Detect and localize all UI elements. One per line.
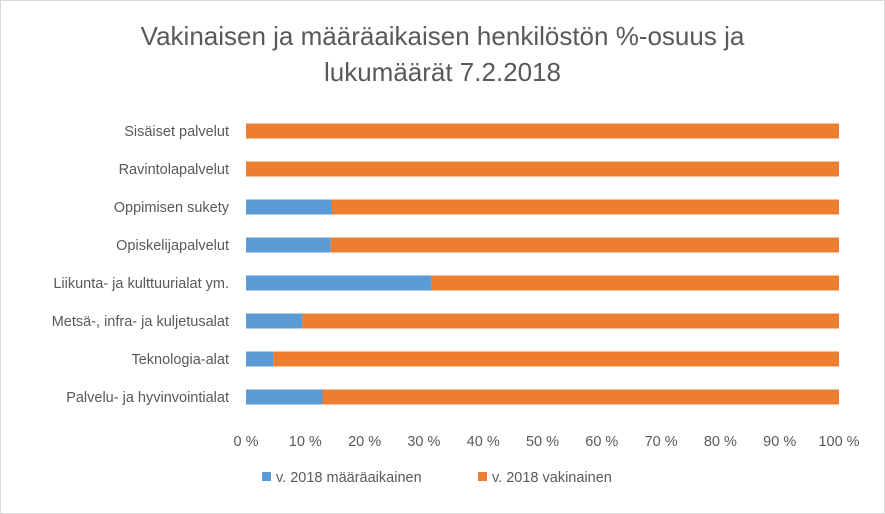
bar-vakinainen-0 bbox=[246, 123, 839, 139]
bar-vakinainen-3 bbox=[330, 237, 839, 253]
x-tick-label: 70 % bbox=[645, 434, 678, 450]
category-label: Teknologia-alat bbox=[131, 352, 229, 368]
x-tick-label: 60 % bbox=[585, 434, 618, 450]
bar-maaraaikainen-5 bbox=[246, 313, 303, 329]
bar-vakinainen-7 bbox=[322, 389, 839, 405]
x-tick-label: 0 % bbox=[234, 434, 259, 450]
legend-label-1: v. 2018 vakinainen bbox=[492, 470, 612, 486]
chart-title: Vakinaisen ja määräaikaisen henkilöstön … bbox=[0, 18, 885, 90]
x-tick-label: 40 % bbox=[467, 434, 500, 450]
bar-vakinainen-1 bbox=[246, 161, 839, 177]
x-tick-label: 20 % bbox=[348, 434, 381, 450]
legend-swatch-0 bbox=[262, 472, 271, 481]
x-tick-label: 10 % bbox=[289, 434, 322, 450]
bar-maaraaikainen-2 bbox=[246, 199, 332, 215]
chart-title-line-2: lukumäärät 7.2.2018 bbox=[323, 57, 562, 87]
x-tick-label: 100 % bbox=[818, 434, 859, 450]
bar-maaraaikainen-6 bbox=[246, 351, 274, 367]
category-label: Ravintolapalvelut bbox=[119, 162, 229, 178]
x-tick-label: 90 % bbox=[763, 434, 796, 450]
x-tick-label: 80 % bbox=[704, 434, 737, 450]
x-tick-label: 30 % bbox=[407, 434, 440, 450]
category-label: Liikunta- ja kulttuurialat ym. bbox=[53, 276, 229, 292]
category-label: Opiskelijapalvelut bbox=[116, 238, 229, 254]
category-label: Metsä-, infra- ja kuljetusalat bbox=[52, 314, 229, 330]
legend-swatch-1 bbox=[478, 472, 487, 481]
bar-vakinainen-2 bbox=[331, 199, 839, 215]
bar-maaraaikainen-4 bbox=[246, 275, 432, 291]
bar-maaraaikainen-3 bbox=[246, 237, 331, 253]
bar-maaraaikainen-7 bbox=[246, 389, 323, 405]
category-label: Palvelu- ja hyvinvointialat bbox=[66, 390, 229, 406]
chart-title-line-1: Vakinaisen ja määräaikaisen henkilöstön … bbox=[140, 21, 745, 51]
category-label: Sisäiset palvelut bbox=[124, 124, 229, 140]
legend-label-0: v. 2018 määräaikainen bbox=[276, 470, 422, 486]
category-label: Oppimisen sukety bbox=[114, 200, 230, 216]
bar-vakinainen-5 bbox=[302, 313, 840, 329]
bar-vakinainen-6 bbox=[273, 351, 839, 367]
bar-vakinainen-4 bbox=[431, 275, 839, 291]
x-tick-label: 50 % bbox=[526, 434, 559, 450]
